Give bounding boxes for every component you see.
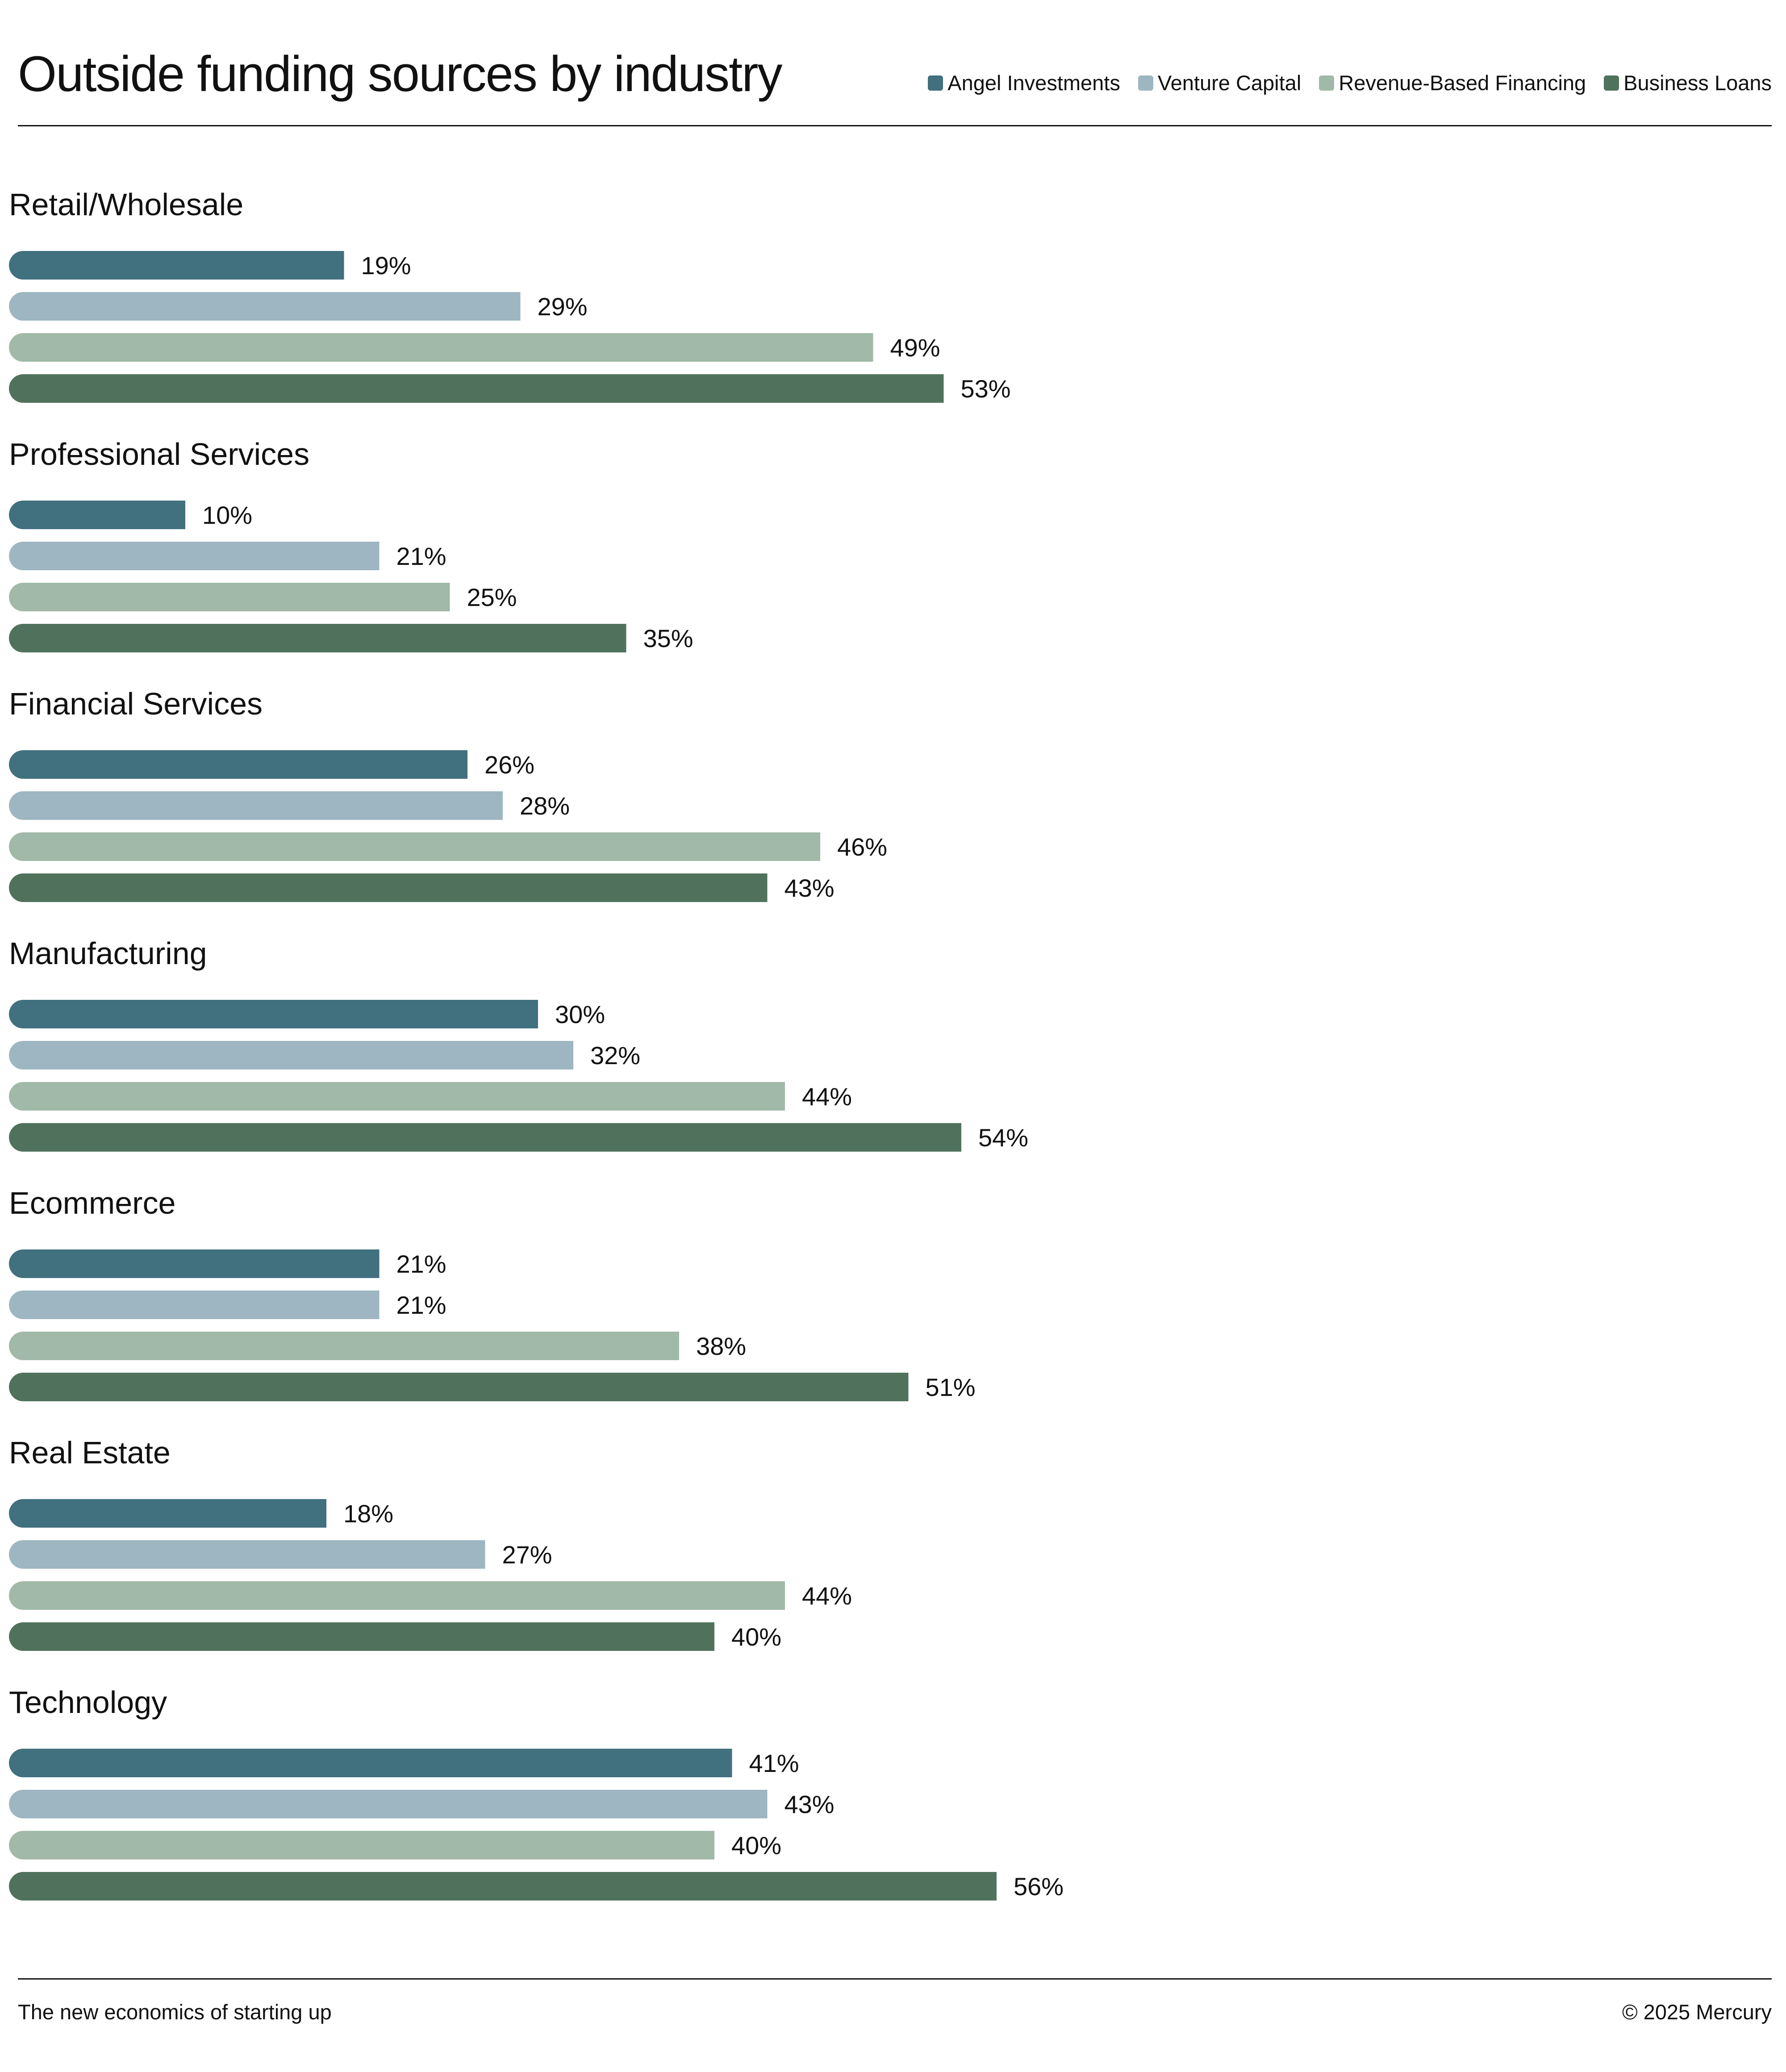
legend: Angel Investments Venture Capital Revenu… [928, 71, 1772, 95]
bar-ecommerce-revenue-based-financing [9, 1332, 679, 1360]
legend-label-venture-capital: Venture Capital [1157, 71, 1302, 95]
value-label-real-estate-business-loans: 40% [731, 1623, 781, 1651]
bar-technology-business-loans [9, 1872, 997, 1901]
value-label-financial-services-business-loans: 43% [785, 874, 835, 902]
bar-ecommerce-business-loans [9, 1373, 909, 1401]
value-label-retail-wholesale-business-loans: 53% [961, 375, 1011, 403]
legend-swatch-business-loans [1604, 75, 1619, 91]
bar-technology-venture-capital [9, 1790, 768, 1818]
value-label-technology-revenue-based-financing: 40% [731, 1831, 781, 1859]
bar-financial-services-venture-capital [9, 791, 503, 820]
value-label-professional-services-angel-investments: 10% [202, 501, 252, 529]
value-label-ecommerce-angel-investments: 21% [396, 1250, 446, 1278]
value-label-manufacturing-venture-capital: 32% [590, 1041, 640, 1069]
legend-swatch-revenue-based-financing [1319, 75, 1335, 91]
bar-manufacturing-venture-capital [9, 1041, 573, 1069]
bar-financial-services-angel-investments [9, 750, 467, 779]
bar-professional-services-business-loans [9, 624, 626, 652]
value-label-retail-wholesale-venture-capital: 29% [538, 292, 588, 321]
category-label-financial-services: Financial Services [9, 686, 263, 721]
legend-label-angel-investments: Angel Investments [947, 71, 1120, 95]
value-label-ecommerce-business-loans: 51% [926, 1373, 976, 1401]
value-label-manufacturing-angel-investments: 30% [555, 1000, 605, 1028]
bar-professional-services-revenue-based-financing [9, 583, 450, 611]
header-divider [18, 125, 1772, 126]
bar-ecommerce-venture-capital [9, 1291, 380, 1319]
category-label-manufacturing: Manufacturing [9, 936, 207, 971]
bar-technology-angel-investments [9, 1749, 732, 1777]
legend-item-angel-investments: Angel Investments [928, 71, 1120, 95]
value-label-technology-venture-capital: 43% [785, 1790, 835, 1818]
legend-label-business-loans: Business Loans [1623, 71, 1772, 95]
bar-retail-wholesale-business-loans [9, 374, 944, 403]
category-label-technology: Technology [9, 1685, 167, 1720]
value-label-manufacturing-business-loans: 54% [978, 1124, 1028, 1152]
category-label-real-estate: Real Estate [9, 1435, 171, 1470]
bar-manufacturing-angel-investments [9, 1000, 538, 1028]
category-label-professional-services: Professional Services [9, 437, 309, 472]
bar-financial-services-business-loans [9, 873, 768, 902]
bar-retail-wholesale-venture-capital [9, 292, 521, 321]
value-label-retail-wholesale-angel-investments: 19% [361, 251, 411, 280]
legend-item-revenue-based-financing: Revenue-Based Financing [1319, 71, 1586, 95]
bar-real-estate-business-loans [9, 1622, 714, 1651]
bar-professional-services-venture-capital [9, 542, 380, 570]
value-label-technology-business-loans: 56% [1014, 1872, 1064, 1901]
value-label-real-estate-venture-capital: 27% [502, 1541, 552, 1569]
bar-real-estate-venture-capital [9, 1540, 485, 1569]
bar-manufacturing-revenue-based-financing [9, 1082, 785, 1111]
value-label-ecommerce-venture-capital: 21% [396, 1291, 446, 1319]
bar-ecommerce-angel-investments [9, 1249, 380, 1278]
category-label-ecommerce: Ecommerce [9, 1186, 175, 1220]
footer-copyright: © 2025 Mercury [1622, 2000, 1772, 2024]
bar-retail-wholesale-revenue-based-financing [9, 333, 873, 362]
bar-real-estate-revenue-based-financing [9, 1581, 785, 1610]
value-label-technology-angel-investments: 41% [749, 1749, 799, 1777]
value-label-financial-services-venture-capital: 28% [520, 792, 570, 820]
legend-swatch-angel-investments [928, 75, 943, 91]
value-label-financial-services-revenue-based-financing: 46% [837, 833, 887, 861]
legend-label-revenue-based-financing: Revenue-Based Financing [1339, 71, 1586, 95]
value-label-real-estate-revenue-based-financing: 44% [802, 1582, 852, 1610]
bar-retail-wholesale-angel-investments [9, 251, 344, 280]
bar-technology-revenue-based-financing [9, 1831, 714, 1859]
footer-divider [18, 1978, 1772, 1980]
value-label-ecommerce-revenue-based-financing: 38% [696, 1332, 746, 1360]
value-label-financial-services-angel-investments: 26% [484, 751, 534, 779]
footer-publication: The new economics of starting up [18, 2000, 332, 2024]
bar-financial-services-revenue-based-financing [9, 832, 820, 861]
category-label-retail-wholesale: Retail/Wholesale [9, 187, 243, 222]
legend-swatch-venture-capital [1138, 75, 1153, 91]
value-label-retail-wholesale-revenue-based-financing: 49% [890, 334, 940, 362]
value-label-professional-services-revenue-based-financing: 25% [467, 583, 517, 611]
value-label-professional-services-venture-capital: 21% [396, 542, 446, 570]
legend-item-business-loans: Business Loans [1604, 71, 1772, 95]
page-title: Outside funding sources by industry [18, 46, 783, 102]
bar-real-estate-angel-investments [9, 1499, 326, 1528]
value-label-manufacturing-revenue-based-financing: 44% [802, 1082, 852, 1111]
value-label-real-estate-angel-investments: 18% [343, 1500, 393, 1528]
value-label-professional-services-business-loans: 35% [643, 624, 693, 652]
legend-item-venture-capital: Venture Capital [1138, 71, 1301, 95]
bar-professional-services-angel-investments [9, 501, 185, 529]
bar-manufacturing-business-loans [9, 1123, 961, 1152]
